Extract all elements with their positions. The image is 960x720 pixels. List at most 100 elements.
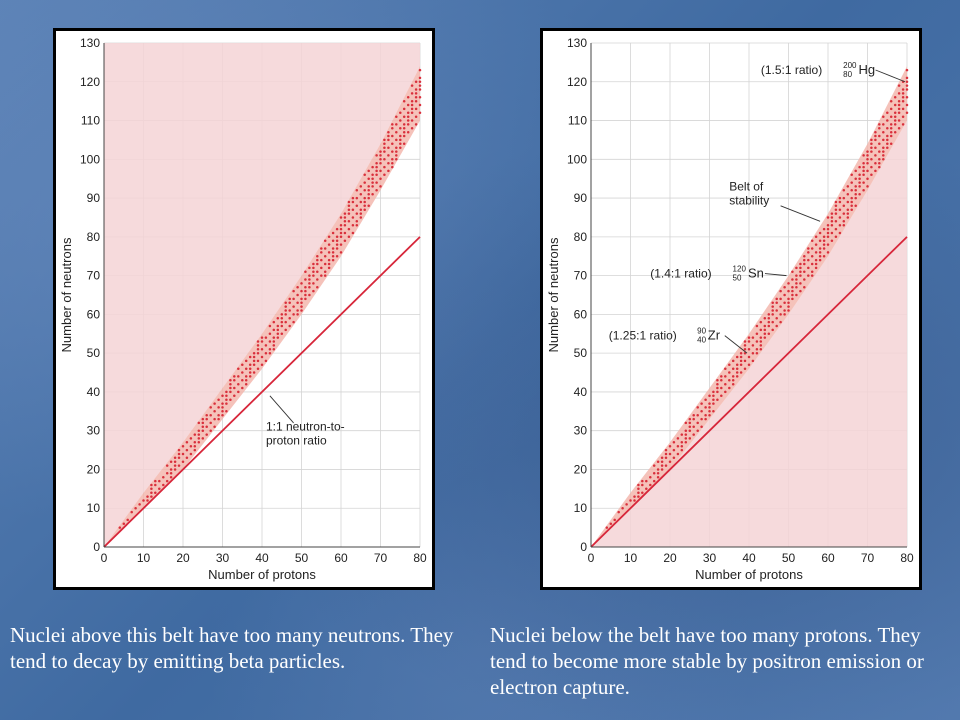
y-tick-label: 70 bbox=[87, 269, 101, 283]
nuclide-dot bbox=[327, 235, 331, 239]
nuclide-dot bbox=[154, 479, 157, 483]
x-tick-label: 60 bbox=[334, 551, 348, 565]
nuclide-dot bbox=[834, 227, 838, 231]
nuclide-dot bbox=[197, 421, 201, 425]
nuclide-dot bbox=[866, 154, 869, 157]
nuclide-dot bbox=[225, 394, 228, 398]
nuclide-dot bbox=[771, 313, 774, 316]
nuclide-dot bbox=[897, 84, 901, 87]
nuclide-dot bbox=[189, 437, 193, 440]
nuclide-dot bbox=[605, 526, 609, 529]
nuclide-dot bbox=[402, 142, 406, 146]
nuclide-dot bbox=[645, 479, 648, 483]
nuclide-dot bbox=[327, 243, 331, 246]
nuclide-dot bbox=[747, 363, 751, 367]
nuclide-dot bbox=[169, 468, 173, 471]
nuclide-dot bbox=[367, 169, 370, 173]
nuclide-dot bbox=[256, 340, 260, 343]
nuclide-dot bbox=[237, 367, 240, 370]
nuclide-dot bbox=[343, 231, 347, 235]
nuclide-dot bbox=[418, 96, 422, 99]
nuclide-dot bbox=[300, 282, 303, 285]
nuclide-dot bbox=[838, 200, 842, 204]
nuclide-dot bbox=[905, 80, 909, 84]
nuclide-dot bbox=[834, 235, 838, 239]
y-tick-label: 130 bbox=[567, 36, 587, 50]
nuclide-dot bbox=[854, 169, 857, 173]
annotation-atomic-number: 80 bbox=[843, 70, 852, 79]
nuclide-dot bbox=[197, 437, 201, 440]
nuclide-dot bbox=[854, 177, 857, 180]
nuclide-dot bbox=[862, 173, 865, 177]
nuclide-dot bbox=[347, 200, 351, 204]
nuclide-dot bbox=[874, 146, 877, 149]
nuclide-dot bbox=[882, 154, 885, 157]
nuclide-dot bbox=[280, 317, 284, 320]
nuclide-dot bbox=[716, 398, 719, 401]
nuclide-dot bbox=[791, 293, 794, 297]
nuclide-dot bbox=[704, 417, 707, 421]
nuclide-dot bbox=[889, 107, 893, 111]
nuclide-dot bbox=[371, 165, 374, 169]
nuclide-dot bbox=[870, 146, 873, 149]
nuclide-dot bbox=[866, 161, 869, 165]
nuclide-dot bbox=[316, 258, 319, 262]
nuclide-dot bbox=[193, 441, 197, 444]
nuclide-dot bbox=[795, 278, 798, 281]
nuclide-dot bbox=[146, 495, 149, 498]
nuclide-dot bbox=[154, 491, 157, 494]
nuclide-dot bbox=[822, 239, 826, 242]
nuclide-dot bbox=[406, 130, 410, 134]
nuclide-dot bbox=[767, 324, 771, 328]
nuclide-dot bbox=[882, 123, 885, 126]
nuclide-dot bbox=[850, 208, 853, 211]
nuclide-dot bbox=[838, 216, 842, 219]
annotation-ratio: (1.5:1 ratio) bbox=[761, 63, 822, 77]
nuclide-dot bbox=[351, 208, 355, 211]
nuclide-dot bbox=[826, 231, 830, 235]
nuclide-dot bbox=[882, 138, 885, 142]
nuclide-dot bbox=[731, 382, 735, 386]
nuclide-dot bbox=[150, 487, 153, 491]
nuclide-dot bbox=[177, 448, 181, 452]
nuclide-dot bbox=[692, 413, 695, 417]
nuclide-dot bbox=[791, 270, 794, 273]
nuclide-dot bbox=[637, 491, 640, 494]
nuclide-dot bbox=[878, 142, 881, 146]
nuclide-dot bbox=[893, 111, 897, 115]
annotation-ratio: (1.4:1 ratio) bbox=[650, 267, 711, 281]
nuclide-dot bbox=[688, 425, 692, 429]
nuclide-dot bbox=[637, 487, 640, 491]
x-tick-label: 70 bbox=[374, 551, 388, 565]
nuclide-dot bbox=[676, 452, 680, 456]
nuclide-dot bbox=[387, 130, 390, 134]
nuclide-dot bbox=[165, 464, 169, 467]
chart-left: 0 10 20 30 40 50 60 70 80 0 10 20 30 40 50 60 70 80 90 100 1… bbox=[56, 31, 432, 587]
shaded-region bbox=[591, 120, 907, 547]
nuclide-dot bbox=[755, 348, 759, 351]
nuclide-dot bbox=[660, 464, 664, 467]
nuclide-dot bbox=[244, 382, 248, 386]
nuclide-dot bbox=[359, 192, 363, 196]
nuclide-dot bbox=[391, 165, 394, 169]
nuclide-dot bbox=[375, 154, 378, 157]
nuclide-dot bbox=[810, 239, 814, 242]
nuclide-dot bbox=[327, 266, 331, 270]
nuclide-dot bbox=[312, 262, 315, 266]
nuclide-dot bbox=[300, 309, 303, 312]
nuclide-dot bbox=[177, 456, 181, 460]
nuclide-dot bbox=[858, 173, 861, 177]
nuclide-dot bbox=[367, 192, 370, 196]
nuclide-dot bbox=[130, 510, 133, 514]
nuclide-dot bbox=[335, 243, 339, 246]
nuclide-dot bbox=[810, 274, 814, 277]
nuclide-dot bbox=[308, 293, 311, 297]
nuclide-dot bbox=[347, 204, 351, 208]
nuclide-dot bbox=[854, 196, 857, 200]
y-tick-label: 70 bbox=[574, 269, 588, 283]
nuclide-dot bbox=[387, 154, 390, 157]
nuclide-dot bbox=[672, 456, 676, 460]
nuclide-dot bbox=[233, 386, 236, 390]
nuclide-dot bbox=[649, 475, 652, 479]
nuclide-dot bbox=[759, 348, 763, 351]
